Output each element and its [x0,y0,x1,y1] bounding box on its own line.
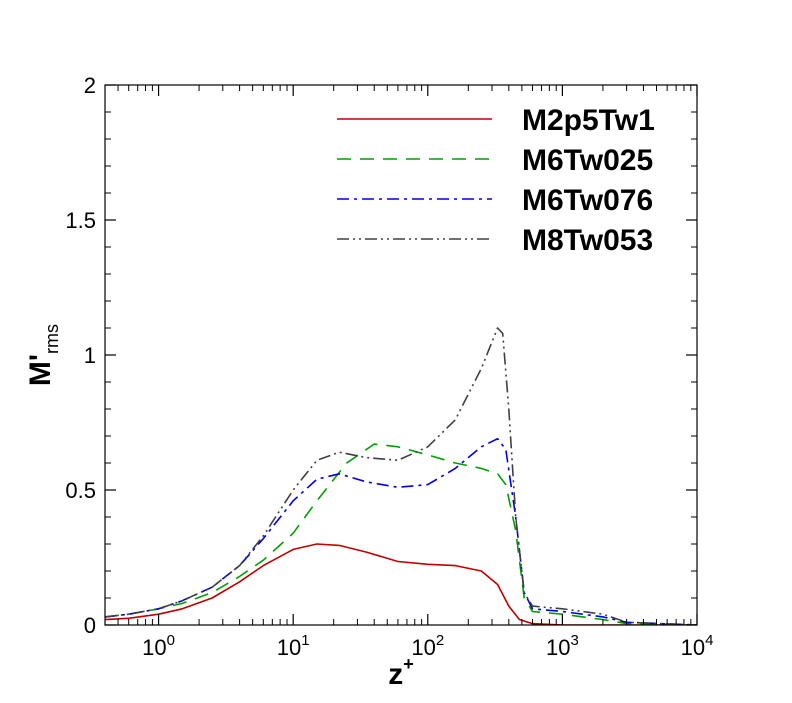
x-tick-label: 104 [681,632,714,660]
series-line-M2p5Tw1 [105,543,697,625]
axis-labels: z+ M'rms [24,324,414,691]
x-tick-label: 100 [142,632,175,660]
x-axis-title: z+ [388,654,414,691]
legend-label-M6Tw025: M6Tw025 [522,144,653,177]
x-tick-label: 102 [411,632,444,660]
x-tick-label: 101 [277,632,310,660]
legend: M2p5Tw1 M6Tw025 M6Tw076 M8Tw053 [337,104,655,257]
x-tick-label: 103 [546,632,579,660]
legend-label-M8Tw053: M8Tw053 [522,224,653,257]
axes-layer: 100 101 102 103 104 0 0.5 1 1.5 2 [65,73,713,660]
y-axis-title: M'rms [24,324,62,386]
y-tick-label: 2 [84,73,96,98]
series-layer [105,327,697,625]
legend-label-M2p5Tw1: M2p5Tw1 [522,104,655,137]
series-line-M6Tw025 [105,443,697,625]
y-tick-label: 1.5 [65,208,96,233]
legend-label-M6Tw076: M6Tw076 [522,184,653,217]
y-tick-label: 0.5 [65,478,96,503]
y-tick-label: 1 [84,343,96,368]
y-tick-label: 0 [84,613,96,638]
series-line-M8Tw053 [105,327,697,625]
